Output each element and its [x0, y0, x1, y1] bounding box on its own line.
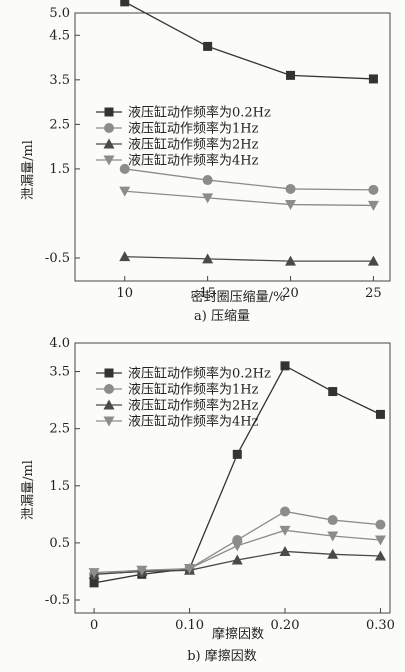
chart-a-legend-marker: [103, 138, 115, 149]
chart-b-series-2-point: [374, 550, 386, 561]
chart-a-legend-marker: [104, 123, 114, 133]
chart-a-legend-label: 液压缸动作频率为2Hz: [128, 137, 259, 153]
chart-b-legend-marker: [104, 384, 114, 394]
chart-a-frame: [74, 12, 391, 282]
chart-b-series-0-point: [375, 409, 385, 419]
chart-b-ylabel: 泄漏量/ml: [20, 460, 36, 520]
chart-b-xtick-label: 0: [90, 618, 98, 633]
chart-b-xtick-label: 0.30: [366, 618, 395, 633]
chart-a-series-2-point: [119, 251, 131, 262]
chart-a-ytick-label: 4.5: [49, 28, 70, 43]
chart-b-xlabel: 摩擦因数: [212, 626, 264, 642]
chart-b-series-2-point: [231, 554, 243, 565]
chart-b-series-3-point: [88, 568, 100, 579]
chart-b-series-1-point: [280, 506, 290, 517]
chart-a-legend: 液压缸动作频率为0.2Hz液压缸动作频率为1Hz液压缸动作频率为2Hz液压缸动作…: [96, 105, 271, 169]
chart-b-series-0-point: [232, 449, 242, 459]
chart-a-series-2-line: [124, 256, 374, 262]
chart-a-xtick-label: 15: [199, 286, 216, 301]
chart-b-frame: [74, 342, 391, 614]
chart-a-ytick-label: 5.0: [49, 6, 70, 21]
chart-a-series-1-line: [124, 168, 374, 191]
chart-a-series-2-point: [202, 253, 214, 264]
chart-b-series-0-point: [89, 578, 99, 588]
chart-b-series-3-point: [184, 564, 196, 575]
chart-a-xtick-label: 10: [116, 286, 133, 301]
chart-a-series-0-point: [120, 0, 130, 7]
chart-b-caption: b) 摩擦因数: [187, 648, 257, 664]
chart-b-series-0-point: [280, 361, 290, 371]
chart-b-ytick-label: 0.5: [49, 536, 70, 551]
chart-a-series-0-line: [124, 1, 374, 80]
chart-b-series-3-point: [231, 541, 243, 552]
chart-a-ytick-label: 1.5: [49, 162, 70, 177]
chart-b-ytick-label: 1.5: [49, 479, 70, 494]
chart-a-xtick-label: 20: [282, 286, 299, 301]
chart-a-series-1-point: [202, 175, 213, 186]
chart-a-legend-label: 液压缸动作频率为0.2Hz: [128, 105, 271, 121]
chart-a-xlabel: 密封圈压缩量/%: [191, 289, 286, 305]
chart-a-series-3-line: [124, 190, 374, 207]
chart-b: 泄漏量/ml 摩擦因数 b) 摩擦因数 4.0 3.5 2.5 1.5 0.5 -0.5 0…: [20, 336, 395, 664]
chart-a-caption: a) 压缩量: [194, 308, 250, 324]
chart-b-plot: 4.0 3.5 2.5 1.5 0.5 -0.5 0 0.10 0.20 0.30: [45, 336, 395, 633]
chart-b-legend: 液压缸动作频率为0.2Hz液压缸动作频率为1Hz液压缸动作频率为2Hz液压缸动作…: [96, 366, 271, 430]
chart-a-legend-marker: [103, 155, 115, 166]
chart-a-series-3-point: [367, 200, 379, 211]
chart-b-legend-label: 液压缸动作频率为2Hz: [128, 398, 259, 414]
chart-b-legend-label: 液压缸动作频率为1Hz: [128, 382, 259, 398]
chart-a-series-2-point: [285, 255, 297, 266]
chart-b-legend-label: 液压缸动作频率为0.2Hz: [128, 366, 271, 382]
chart-a-plot: 5.0 4.5 3.5 2.5 1.5 -0.5 10 15 20 25: [45, 0, 382, 301]
chart-a-series-2-point: [367, 255, 379, 266]
chart-a-series-1-point: [285, 183, 296, 194]
chart-a-legend-label: 液压缸动作频率为1Hz: [128, 121, 259, 137]
chart-a: 泄漏量/ml 密封圈压缩量/% a) 压缩量 5.0 4.5 3.5 2.5 1.5 -0…: [20, 0, 391, 324]
chart-a-legend-marker: [104, 107, 114, 117]
chart-b-ytick-label: 3.5: [49, 365, 70, 380]
chart-b-series-1-point: [327, 515, 338, 526]
chart-b-series-3-point: [374, 535, 386, 546]
chart-b-series-3-point: [136, 565, 148, 576]
chart-b-legend-label: 液压缸动作频率为4Hz: [128, 414, 259, 430]
chart-b-xtick-label: 0.20: [271, 618, 300, 633]
chart-a-series-0-point: [368, 74, 378, 84]
chart-b-series-2-point: [279, 545, 291, 556]
chart-b-legend-marker: [103, 416, 115, 427]
chart-b-ytick-label: 2.5: [49, 422, 70, 437]
chart-a-xtick-label: 25: [365, 286, 382, 301]
chart-b-series-1-point: [375, 519, 386, 530]
chart-b-series-3-point: [279, 525, 291, 536]
chart-a-ylabel: 泄漏量/ml: [20, 140, 36, 200]
chart-a-ytick-label: 2.5: [49, 117, 70, 132]
chart-a-series-0-point: [203, 41, 213, 51]
chart-a-series-3-point: [285, 200, 297, 211]
chart-b-series-2-point: [327, 548, 339, 559]
chart-b-ytick-label: 4.0: [49, 336, 70, 351]
chart-b-series-0-point: [328, 387, 338, 397]
chart-b-series-3-point: [327, 531, 339, 542]
chart-b-legend-marker: [104, 368, 114, 378]
chart-a-series-3-point: [202, 193, 214, 204]
chart-a-ytick-label: -0.5: [45, 251, 70, 266]
chart-a-series-0-point: [286, 70, 296, 80]
chart-a-legend-label: 液压缸动作频率为4Hz: [128, 153, 259, 169]
chart-a-series-1-point: [119, 163, 130, 174]
chart-a-series-1-point: [368, 184, 379, 195]
chart-b-ytick-label: -0.5: [45, 593, 70, 608]
chart-a-series-3-point: [119, 186, 131, 197]
chart-a-ytick-label: 3.5: [49, 73, 70, 88]
chart-b-xtick-label: 0.10: [175, 618, 204, 633]
chart-b-legend-marker: [103, 399, 115, 410]
